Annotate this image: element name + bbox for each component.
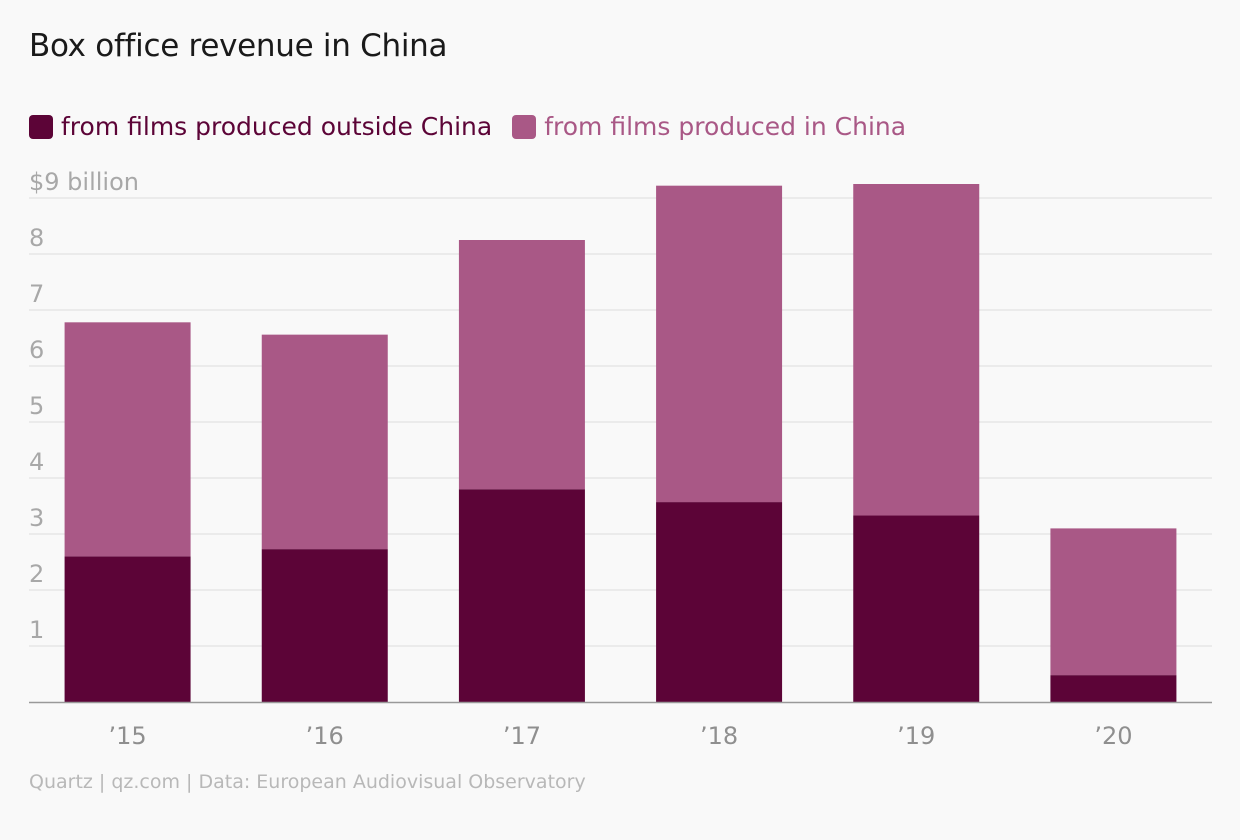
y-tick-label: 8: [29, 224, 44, 252]
legend-label-outside: from films produced outside China: [61, 112, 493, 141]
bar-in-china: [458, 240, 585, 490]
bar-in-china: [261, 334, 388, 550]
y-tick-label: 1: [29, 616, 44, 644]
x-tick-label: ’18: [700, 722, 738, 750]
bar-in-china: [656, 185, 783, 503]
x-tick-label: ’19: [897, 722, 935, 750]
y-tick-label: 3: [29, 504, 44, 532]
bar-in-china: [64, 322, 191, 557]
bar-in-china: [1050, 528, 1177, 676]
bar-outside-china: [261, 549, 388, 702]
x-tick-label: ’16: [306, 722, 344, 750]
x-tick-label: ’17: [503, 722, 541, 750]
bar-outside-china: [458, 489, 585, 702]
x-tick-label: ’20: [1094, 722, 1132, 750]
source-note: Quartz | qz.com | Data: European Audiovi…: [29, 771, 586, 793]
y-tick-label: $9 billion: [29, 168, 139, 196]
y-tick-label: 5: [29, 392, 44, 420]
y-tick-label: 7: [29, 280, 44, 308]
bar-outside-china: [1050, 675, 1177, 702]
y-tick-label: 4: [29, 448, 44, 476]
bar-outside-china: [64, 556, 191, 702]
legend: from films produced outside China from f…: [29, 112, 926, 141]
legend-label-inside: from films produced in China: [544, 112, 907, 141]
y-tick-label: 6: [29, 336, 44, 364]
legend-swatch-outside: [29, 114, 53, 139]
bar-in-china: [853, 184, 980, 516]
legend-swatch-inside: [512, 114, 537, 139]
legend-item-outside: from films produced outside China: [29, 112, 492, 141]
x-tick-label: ’15: [108, 722, 146, 750]
bar-outside-china: [853, 515, 980, 702]
chart-title: Box office revenue in China: [29, 28, 448, 64]
bar-outside-china: [656, 502, 783, 702]
legend-item-inside: from films produced in China: [512, 112, 906, 141]
y-tick-label: 2: [29, 560, 44, 588]
